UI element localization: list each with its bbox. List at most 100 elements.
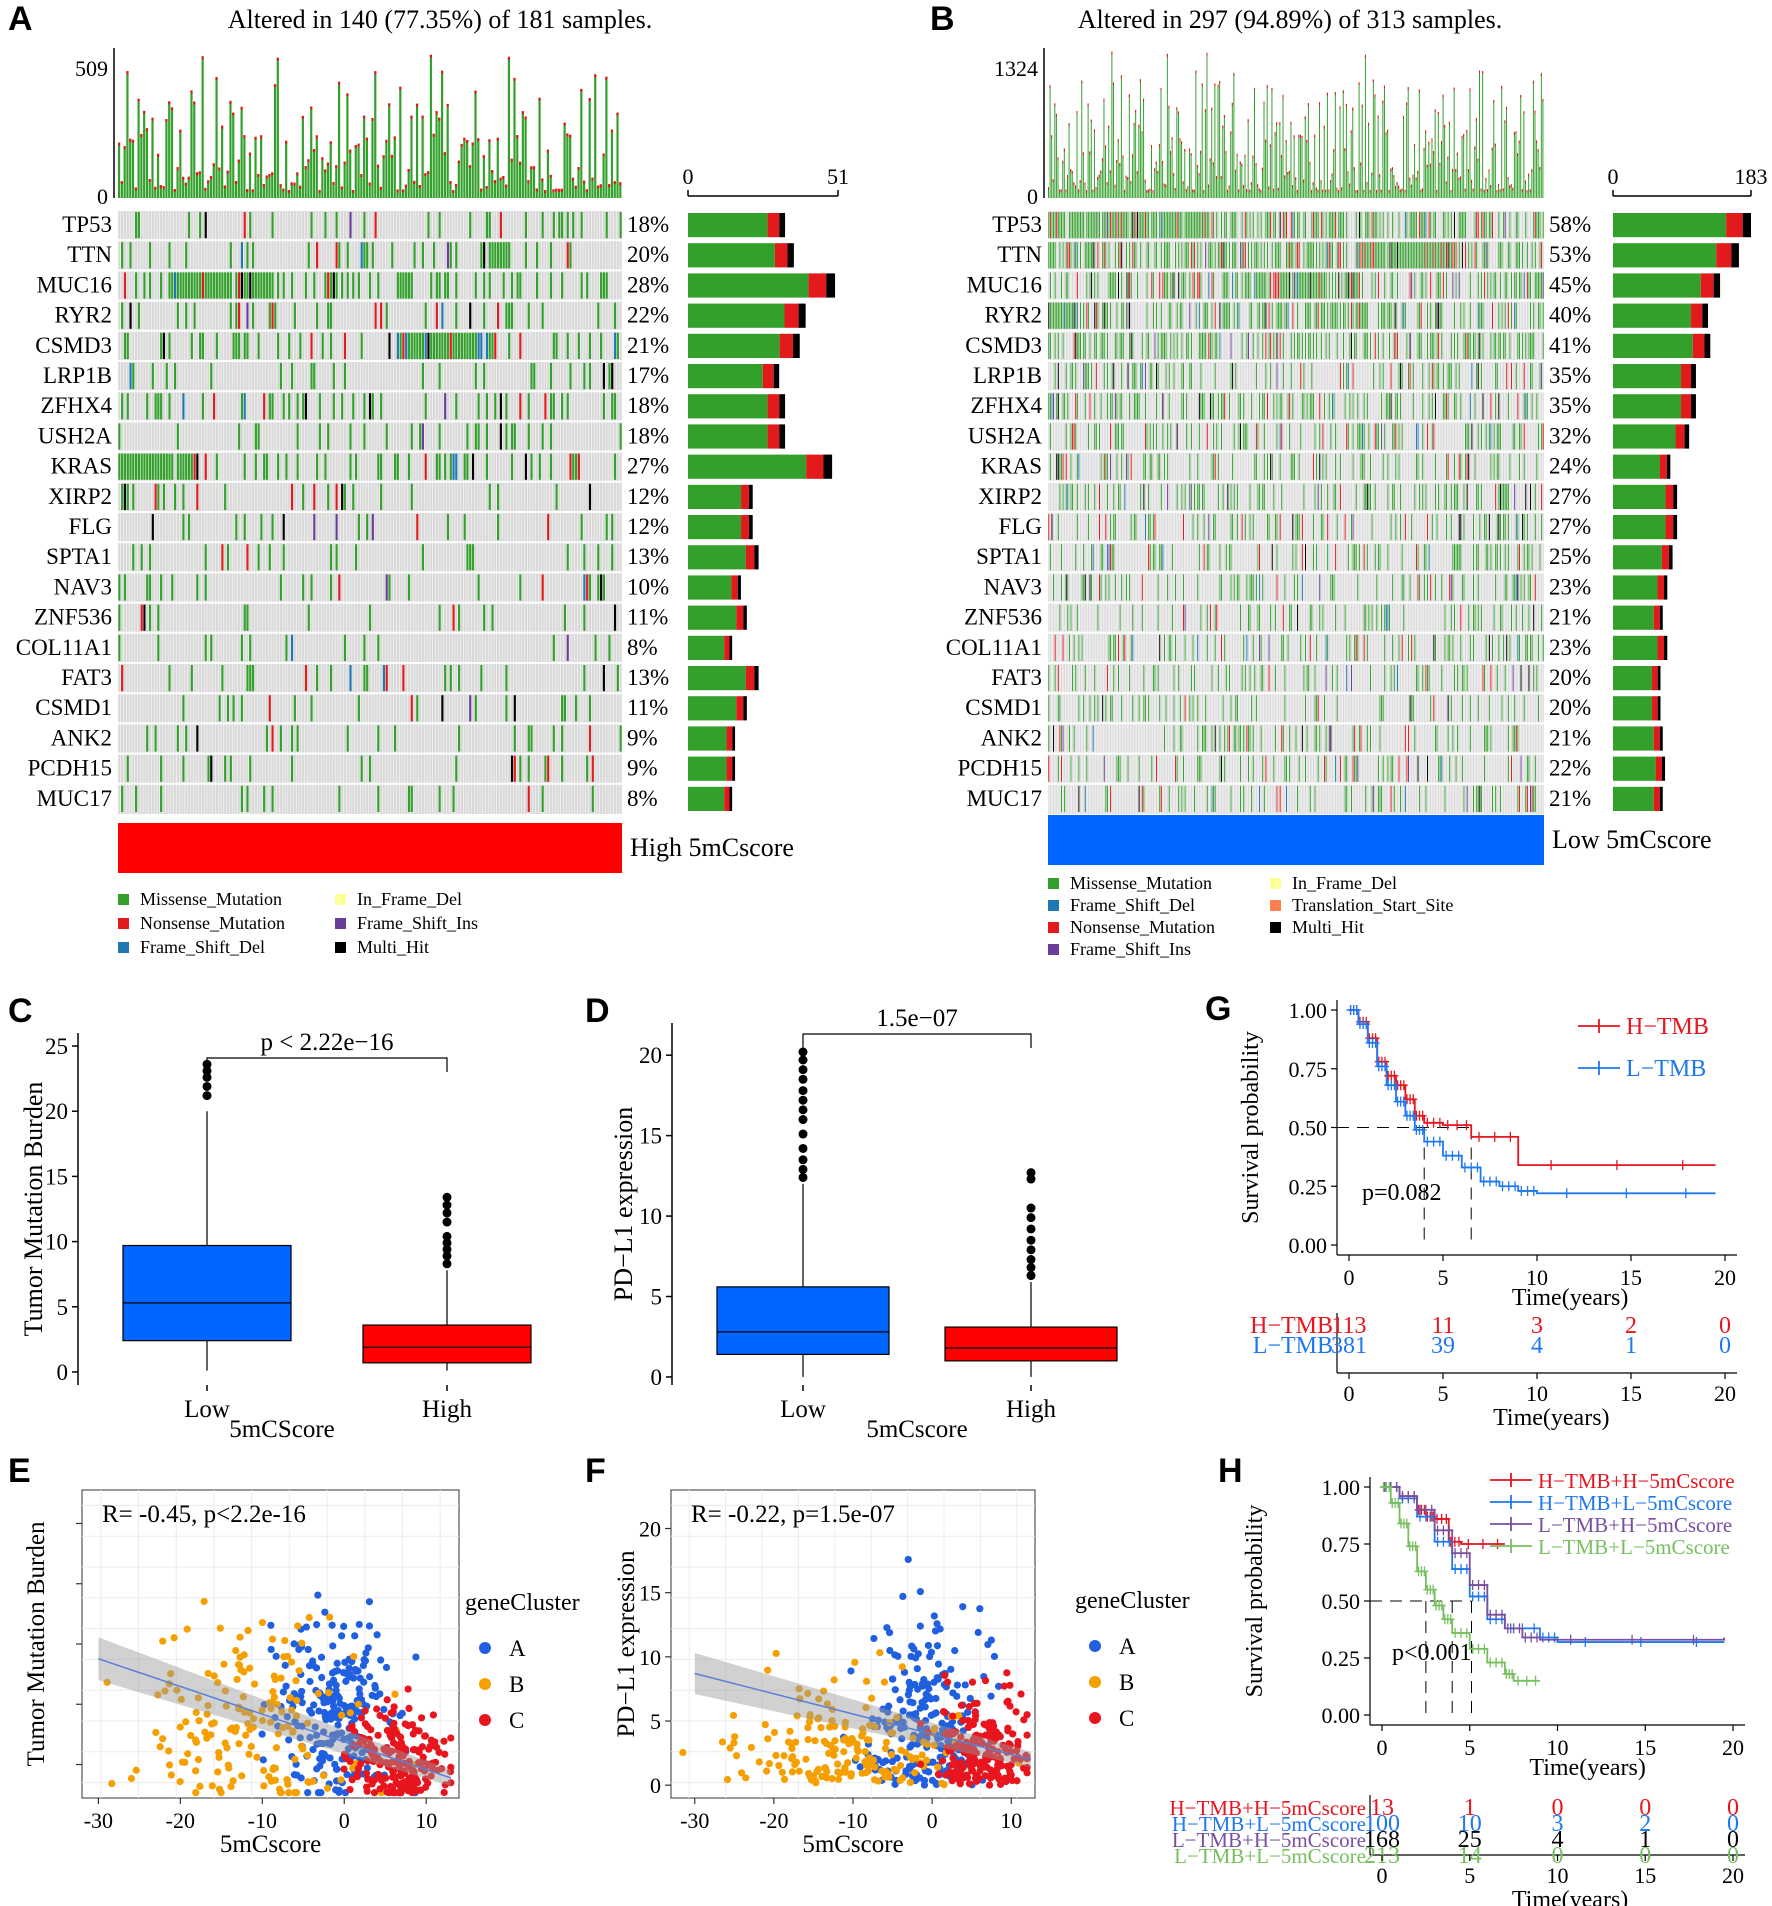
tmb-bar [1494, 143, 1496, 198]
mutation-cell [427, 332, 430, 359]
tmb-bar [449, 181, 452, 198]
outlier-point [202, 1081, 212, 1091]
mutation-cell [1533, 212, 1535, 239]
tmb-bar [237, 159, 240, 198]
mutation-cell [555, 332, 558, 359]
mutation-cell [1156, 393, 1158, 420]
mutation-cell [1528, 755, 1530, 782]
tmb-bar-top [1445, 181, 1447, 185]
mutation-cell [483, 272, 486, 299]
mutation-cell [1434, 302, 1436, 329]
mutation-cell [1276, 242, 1278, 269]
mutation-cell [1214, 725, 1216, 752]
tmb-bar [1228, 185, 1230, 198]
tmb-bar [1131, 154, 1133, 198]
scatter-point-a [365, 1622, 374, 1630]
mutation-cell [118, 604, 121, 631]
mutation-cell [1068, 634, 1070, 661]
tmb-bar [254, 136, 257, 198]
mutation-cell [1480, 483, 1482, 510]
mutation-cell [1363, 302, 1365, 329]
tmb-bar [1220, 176, 1222, 198]
tmb-bar-top [1158, 144, 1160, 148]
mutation-cell [1146, 212, 1148, 239]
tmb-bar [1149, 188, 1151, 198]
tmb-bar [285, 140, 288, 198]
mutation-cell [1073, 212, 1075, 239]
mutation-cell [1309, 272, 1311, 299]
mutation-cell [1484, 514, 1486, 541]
mutation-cell [1453, 453, 1455, 480]
mutation-cell [549, 453, 553, 480]
mutation-cell [1447, 242, 1449, 269]
tmb-bar-top [1303, 179, 1305, 183]
mutation-cell [1503, 483, 1505, 510]
mutation-cell [1257, 423, 1259, 450]
mutation-cell [563, 604, 567, 631]
gene-percent: 9% [627, 756, 658, 781]
mutation-cell [1213, 272, 1215, 299]
mutation-cell [1276, 332, 1278, 359]
mutation-cell [1162, 423, 1164, 450]
mutation-cell [1049, 423, 1051, 450]
mutation-cell [1079, 332, 1081, 359]
tmb-bar-top [1433, 151, 1435, 155]
mutation-cell [1194, 242, 1196, 269]
tmb-bar [1364, 54, 1366, 199]
scatter-point-b [161, 1687, 169, 1695]
tmb-bar [337, 81, 341, 198]
mutation-cell [1083, 574, 1085, 601]
scatter-point-a [338, 1632, 346, 1640]
tmb-bar [212, 163, 215, 198]
mutation-cell [466, 453, 469, 480]
mutation-cell [471, 544, 475, 571]
mutation-cell [1376, 574, 1378, 601]
mutation-cell [421, 423, 424, 450]
mutation-cell [405, 272, 408, 299]
tmb-bar [418, 185, 421, 198]
mutation-cell [1105, 574, 1107, 601]
mutation-cell [1113, 634, 1115, 661]
tmb-bar [209, 175, 213, 198]
mutation-cell [577, 453, 580, 480]
mutation-cell [1472, 514, 1474, 541]
mutation-cell [1059, 483, 1061, 510]
mutation-cell [407, 453, 411, 480]
scatter-point-a [328, 1709, 336, 1717]
mutation-cell [1135, 363, 1137, 390]
mutation-cell [327, 483, 330, 510]
mutation-cell [1095, 423, 1097, 450]
mutation-cell [1049, 332, 1051, 359]
gene-label: RYR2 [54, 303, 112, 328]
mutation-cell [477, 423, 480, 450]
mutation-cell [1254, 453, 1256, 480]
mutation-cell [1067, 393, 1069, 420]
mutation-cell [1420, 332, 1422, 359]
mutation-cell [1053, 574, 1055, 601]
mutation-cell [268, 393, 271, 420]
mutation-cell [135, 272, 138, 299]
mutation-cell [1476, 483, 1478, 510]
mutation-cell [1453, 242, 1455, 269]
tmb-bar-top [1431, 138, 1433, 142]
mutation-cell [1433, 634, 1435, 661]
mutation-cell [293, 302, 296, 329]
mutation-cell [1262, 665, 1264, 692]
mutation-cell [1417, 453, 1419, 480]
mutation-cell [1417, 665, 1419, 692]
mutation-cell [1344, 514, 1346, 541]
tmb-bar-top [418, 185, 421, 189]
mutation-cell [1406, 755, 1408, 782]
mutation-cell [1163, 634, 1165, 661]
count-bar [688, 213, 768, 238]
x-axis-label: 5mCscore [866, 1416, 967, 1443]
mutation-cell [1463, 212, 1465, 239]
mutation-cell [316, 453, 319, 480]
mutation-cell [1203, 514, 1205, 541]
tmb-bar [1257, 184, 1259, 198]
mutation-cell [1480, 212, 1482, 239]
mutation-cell [1132, 634, 1134, 661]
mutation-cell [1281, 272, 1283, 299]
mutation-cell [1156, 755, 1158, 782]
mutation-cell [1108, 574, 1110, 601]
